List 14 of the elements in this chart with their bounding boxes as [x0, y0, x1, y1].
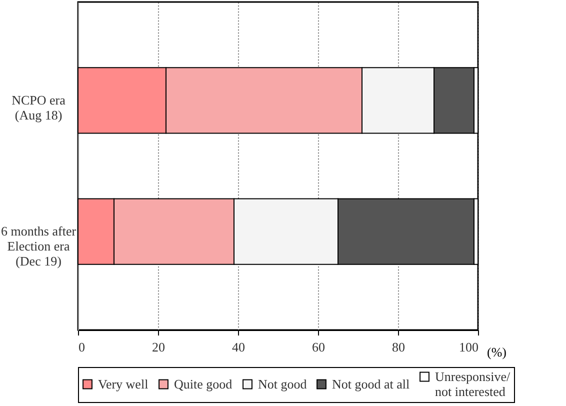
x-tick-label: 100	[459, 340, 478, 354]
x-tick-label: 80	[392, 340, 405, 354]
legend-label: Not good at all	[332, 376, 410, 392]
legend-label: Unresponsive/ not interested	[435, 368, 510, 399]
x-axis-title: (%)	[487, 344, 506, 360]
x-tick-label: 0	[78, 340, 85, 354]
legend-label: Not good	[258, 376, 308, 392]
y-tick-label: NCPO era (Aug 18)	[12, 92, 66, 122]
legend-label: Very well	[98, 376, 149, 392]
x-tick-label: 20	[152, 340, 165, 354]
x-tick-label: 60	[312, 340, 325, 354]
x-tick-label: 40	[232, 340, 245, 354]
legend-label: Quite good	[174, 376, 233, 392]
y-tick-label: 6 months after Election era (Dec 19)	[0, 224, 77, 269]
